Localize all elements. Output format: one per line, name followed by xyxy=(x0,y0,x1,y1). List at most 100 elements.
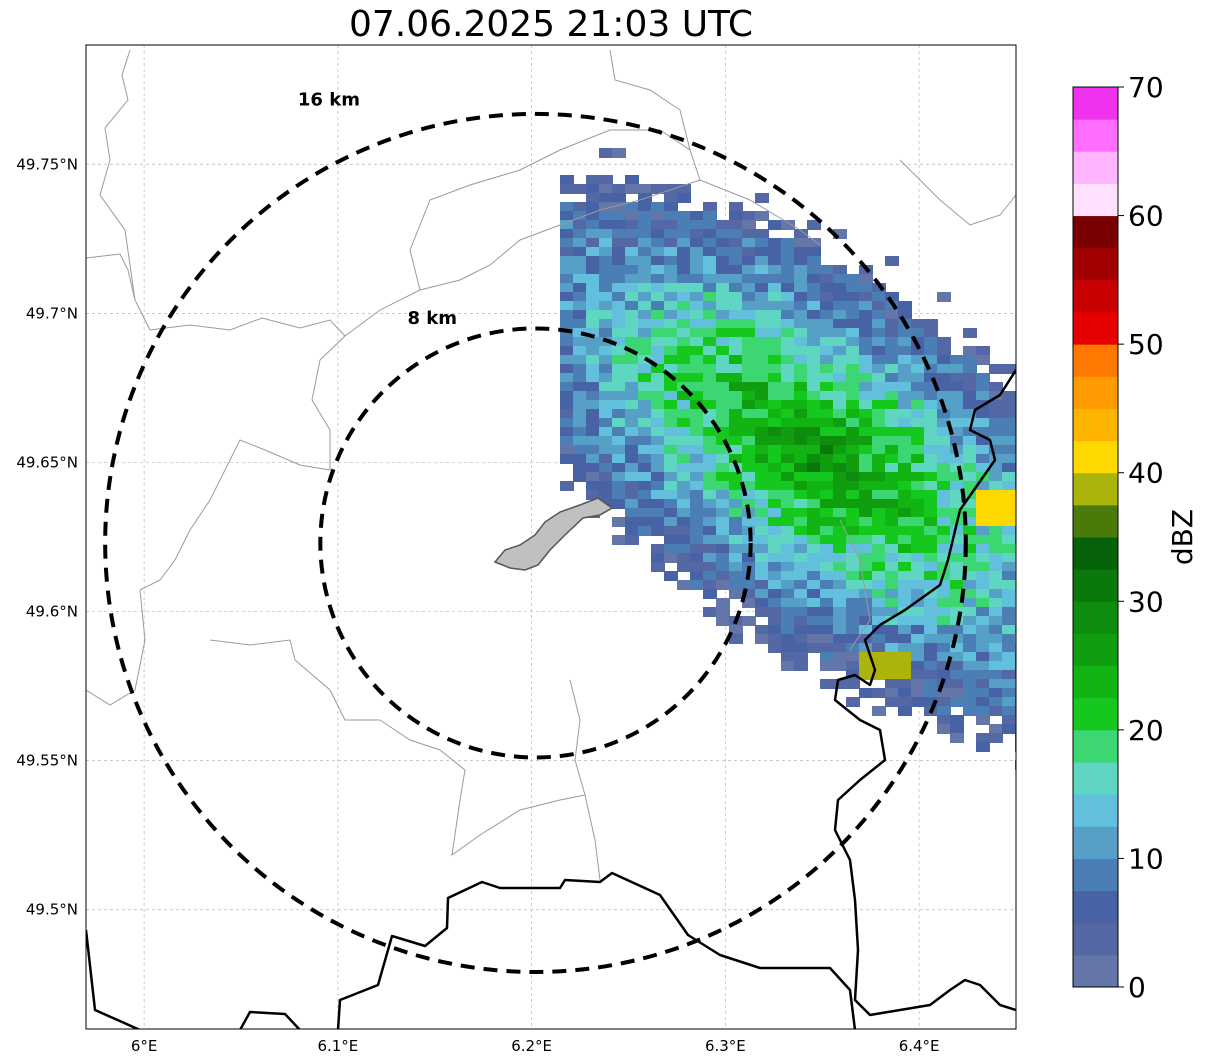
echo-cell xyxy=(898,463,912,473)
colorbar-segment xyxy=(1073,215,1118,249)
echo-cell xyxy=(872,517,886,527)
echo-cell xyxy=(755,634,769,644)
colorbar-tick-label: 30 xyxy=(1128,585,1164,618)
echo-cell xyxy=(989,571,1003,581)
echo-cell xyxy=(898,409,912,419)
echo-cell xyxy=(911,670,925,680)
echo-cell xyxy=(872,589,886,599)
echo-cell xyxy=(1002,499,1016,509)
echo-cell xyxy=(677,193,691,203)
echo-cell xyxy=(729,319,743,329)
echo-cell xyxy=(937,625,951,635)
echo-cell xyxy=(898,346,912,356)
echo-cell xyxy=(1002,427,1016,437)
echo-cell xyxy=(885,400,899,410)
echo-cell xyxy=(989,382,1003,392)
colorbar-segment xyxy=(1073,151,1118,184)
echo-cell xyxy=(742,499,756,509)
echo-cell xyxy=(846,283,860,293)
echo-cell xyxy=(1015,553,1016,563)
echo-cell xyxy=(612,517,626,527)
echo-cell xyxy=(924,517,938,527)
echo-cell xyxy=(898,472,912,482)
echo-cell xyxy=(872,643,886,653)
echo-cell xyxy=(846,508,860,518)
echo-cell xyxy=(807,589,821,599)
echo-cell xyxy=(807,400,821,410)
echo-cell xyxy=(911,472,925,482)
echo-cell xyxy=(1002,589,1016,599)
echo-cell xyxy=(742,427,756,437)
echo-cell xyxy=(937,544,951,554)
echo-cell xyxy=(599,148,613,158)
echo-cell xyxy=(1002,544,1016,554)
echo-cell xyxy=(963,652,977,662)
echo-cell xyxy=(911,589,925,599)
echo-cell xyxy=(755,346,769,356)
echo-cell xyxy=(586,337,600,347)
echo-cell xyxy=(677,436,691,446)
echo-cell xyxy=(742,328,756,338)
echo-cell xyxy=(703,382,717,392)
echo-cell xyxy=(664,220,678,230)
echo-cell xyxy=(859,535,873,545)
echo-cell xyxy=(677,229,691,239)
echo-cell xyxy=(911,409,925,419)
echo-cell xyxy=(729,247,743,257)
echo-cell xyxy=(807,409,821,419)
echo-cell xyxy=(638,436,652,446)
echo-cell xyxy=(807,274,821,284)
echo-cell xyxy=(768,364,782,374)
echo-cell xyxy=(1002,490,1016,500)
echo-cell xyxy=(924,445,938,455)
echo-cell xyxy=(976,625,990,635)
echo-cell xyxy=(885,607,899,617)
echo-cell xyxy=(833,490,847,500)
echo-cell xyxy=(586,472,600,482)
echo-cell xyxy=(898,589,912,599)
echo-cell xyxy=(586,418,600,428)
echo-cell xyxy=(768,274,782,284)
echo-cell xyxy=(1002,661,1016,671)
echo-cell xyxy=(573,211,587,221)
echo-cell xyxy=(677,481,691,491)
echo-cell xyxy=(560,355,574,365)
echo-cell xyxy=(859,553,873,563)
echo-cell xyxy=(573,355,587,365)
echo-cell xyxy=(625,211,639,221)
echo-cell xyxy=(638,319,652,329)
echo-cell xyxy=(781,274,795,284)
echo-cell xyxy=(1015,733,1016,743)
echo-cell xyxy=(820,661,834,671)
echo-cell xyxy=(950,562,964,572)
echo-cell xyxy=(937,535,951,545)
echo-cell xyxy=(599,301,613,311)
colorbar-tick-label: 70 xyxy=(1128,71,1164,104)
echo-cell xyxy=(846,589,860,599)
echo-cell xyxy=(937,472,951,482)
echo-cell xyxy=(781,310,795,320)
echo-cell xyxy=(807,499,821,509)
echo-cell xyxy=(768,409,782,419)
echo-cell xyxy=(885,697,899,707)
echo-cell xyxy=(573,445,587,455)
colorbar-frame xyxy=(1072,86,1119,988)
echo-cell xyxy=(742,463,756,473)
echo-cell xyxy=(638,256,652,266)
echo-cell xyxy=(677,499,691,509)
echo-cell xyxy=(963,616,977,626)
echo-cell xyxy=(677,274,691,284)
echo-cell xyxy=(937,616,951,626)
echo-cell xyxy=(898,310,912,320)
reflectivity-echoes xyxy=(560,148,1016,770)
echo-cell xyxy=(911,337,925,347)
echo-cell xyxy=(859,274,873,284)
echo-cell xyxy=(924,571,938,581)
echo-cell xyxy=(625,292,639,302)
echo-cell xyxy=(885,382,899,392)
echo-cell xyxy=(664,391,678,401)
echo-cell xyxy=(573,364,587,374)
echo-cell xyxy=(911,607,925,617)
echo-cell xyxy=(612,292,626,302)
